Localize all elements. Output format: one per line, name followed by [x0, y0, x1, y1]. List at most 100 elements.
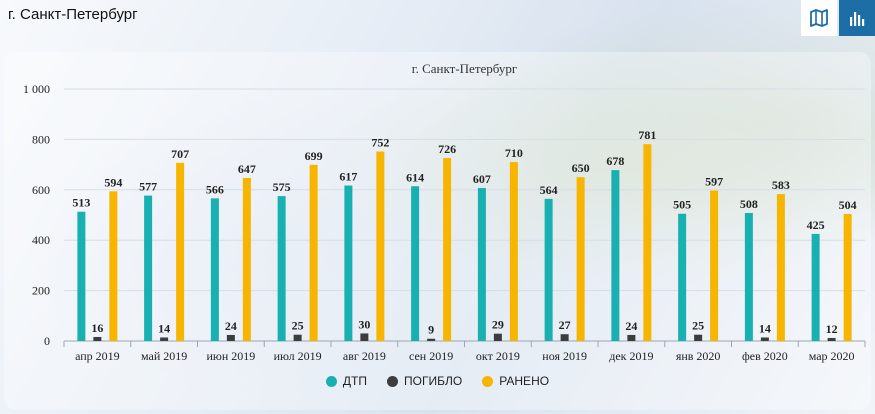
data-label-dtp: 607 — [473, 172, 491, 186]
bar-raneno — [176, 162, 185, 341]
data-label-pogiblo: 24 — [225, 319, 237, 333]
data-label-raneno: 504 — [839, 198, 857, 212]
bar-pogiblo — [427, 338, 436, 341]
map-icon — [810, 9, 828, 27]
chart-title: г. Санкт-Петербург — [412, 61, 517, 76]
legend-label: ДТП — [342, 374, 368, 388]
x-tick-label: мар 2020 — [809, 349, 855, 363]
data-label-raneno: 699 — [305, 149, 323, 163]
bar-pogiblo — [560, 334, 569, 341]
y-tick-label: 0 — [44, 334, 50, 348]
legend-dot-raneno — [482, 375, 494, 387]
y-tick-label: 1 000 — [23, 82, 50, 96]
data-label-dtp: 505 — [673, 198, 691, 212]
bar-raneno — [843, 213, 852, 341]
chart-view-button[interactable] — [839, 0, 875, 36]
bar-raneno — [776, 194, 785, 341]
y-tick-label: 400 — [32, 233, 50, 247]
data-label-pogiblo: 14 — [759, 321, 771, 335]
data-label-dtp: 508 — [740, 197, 758, 211]
data-label-pogiblo: 16 — [91, 321, 103, 335]
x-tick-label: дек 2019 — [609, 349, 653, 363]
data-label-pogiblo: 25 — [292, 319, 304, 333]
bar-pogiblo — [93, 336, 102, 341]
data-label-pogiblo: 25 — [692, 319, 704, 333]
bar-raneno — [643, 144, 652, 341]
bar-dtp — [744, 212, 753, 341]
bar-dtp — [344, 185, 353, 341]
x-tick-label: апр 2019 — [75, 349, 120, 363]
bar-chart-icon — [850, 12, 865, 26]
bar-pogiblo — [226, 334, 235, 341]
bar-raneno — [710, 190, 719, 341]
data-label-raneno: 707 — [171, 147, 189, 161]
bar-pogiblo — [360, 333, 369, 341]
data-label-dtp: 425 — [807, 218, 825, 232]
x-tick-label: май 2019 — [141, 349, 187, 363]
data-label-pogiblo: 29 — [492, 318, 504, 332]
bar-raneno — [242, 177, 251, 341]
bar-pogiblo — [493, 333, 502, 341]
legend-item-raneno[interactable]: РАНЕНО — [482, 374, 549, 388]
legend-dot-dtp — [325, 375, 337, 387]
bar-dtp — [277, 196, 286, 341]
data-label-raneno: 583 — [772, 178, 790, 192]
bar-raneno — [576, 177, 585, 341]
bar-dtp — [77, 211, 86, 341]
bar-pogiblo — [627, 334, 636, 341]
bar-dtp — [611, 170, 620, 341]
bar-pogiblo — [760, 337, 769, 341]
bar-raneno — [443, 158, 452, 341]
legend-item-pogiblo[interactable]: ПОГИБЛО — [387, 374, 462, 388]
bar-raneno — [376, 151, 385, 341]
x-tick-label: июл 2019 — [274, 349, 322, 363]
bar-dtp — [544, 198, 553, 341]
bar-raneno — [509, 162, 518, 341]
data-label-dtp: 678 — [606, 154, 624, 168]
legend-dot-pogiblo — [387, 375, 399, 387]
data-label-dtp: 575 — [273, 180, 291, 194]
data-label-pogiblo: 14 — [158, 321, 170, 335]
bar-dtp — [144, 195, 153, 341]
bar-dtp — [477, 188, 486, 341]
bar-dtp — [678, 213, 687, 341]
data-label-raneno: 710 — [505, 146, 523, 160]
x-tick-label: янв 2020 — [676, 349, 721, 363]
data-label-pogiblo: 9 — [428, 323, 434, 337]
legend-label: РАНЕНО — [499, 374, 550, 388]
x-tick-label: авг 2019 — [343, 349, 386, 363]
data-label-dtp: 566 — [206, 182, 224, 196]
x-tick-label: сен 2019 — [409, 349, 453, 363]
y-tick-label: 200 — [32, 284, 50, 298]
data-label-pogiblo: 27 — [559, 318, 571, 332]
legend-label: ПОГИБЛО — [404, 374, 463, 388]
bar-raneno — [109, 191, 118, 341]
y-tick-label: 800 — [32, 132, 50, 146]
data-label-dtp: 513 — [72, 196, 90, 210]
bar-dtp — [210, 198, 219, 341]
data-label-dtp: 617 — [339, 170, 357, 184]
data-label-raneno: 752 — [371, 135, 389, 149]
data-label-pogiblo: 30 — [358, 317, 370, 331]
data-label-dtp: 564 — [540, 183, 558, 197]
data-label-raneno: 647 — [238, 162, 256, 176]
bar-dtp — [411, 186, 420, 341]
x-tick-label: ноя 2019 — [542, 349, 587, 363]
bar-pogiblo — [293, 334, 302, 341]
bar-raneno — [309, 164, 318, 341]
data-label-raneno: 650 — [572, 161, 590, 175]
x-tick-label: окт 2019 — [476, 349, 520, 363]
data-label-pogiblo: 12 — [826, 322, 838, 336]
map-view-button[interactable] — [801, 0, 837, 36]
y-tick-label: 600 — [32, 183, 50, 197]
legend-item-dtp[interactable]: ДТП — [325, 374, 368, 388]
data-label-raneno: 594 — [104, 175, 122, 189]
x-tick-label: фев 2020 — [742, 349, 788, 363]
data-label-dtp: 614 — [406, 170, 424, 184]
bar-dtp — [811, 233, 820, 341]
x-tick-label: июн 2019 — [206, 349, 255, 363]
data-label-raneno: 781 — [638, 128, 656, 142]
data-label-pogiblo: 24 — [625, 319, 637, 333]
page-title: г. Санкт-Петербург — [8, 6, 138, 23]
